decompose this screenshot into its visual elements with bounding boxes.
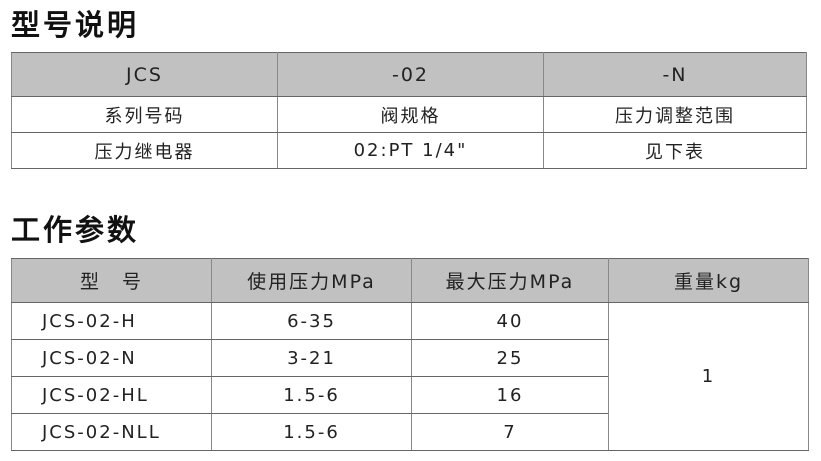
table-cell: 压力调整范围 [543, 96, 807, 133]
header-cell: 最大压力MPa [411, 258, 609, 303]
table-row: JCS-02-HL 1.5-6 16 [11, 376, 809, 414]
header-cell: JCS [11, 52, 278, 97]
model-cell: JCS-02-HL [11, 376, 212, 414]
header-cell: 重量kg [608, 258, 809, 303]
table-cell: 见下表 [543, 132, 807, 169]
header-cell: -02 [277, 52, 544, 97]
working-pressure-cell: 1.5-6 [211, 376, 412, 414]
table-cell: 阀规格 [277, 96, 544, 133]
model-code-table: JCS -02 -N 系列号码 阀规格 压力调整范围 压力继电器 02:PT 1… [11, 52, 807, 169]
table-row: JCS-02-NLL 1.5-6 7 [11, 413, 809, 451]
max-pressure-cell: 40 [411, 302, 609, 340]
table-row: JCS-02-H 6-35 40 1 [11, 302, 809, 451]
table-cell: 压力继电器 [11, 132, 278, 169]
table-row: JCS-02-N 3-21 25 [11, 339, 809, 377]
working-pressure-cell: 6-35 [211, 302, 412, 340]
working-pressure-cell: 1.5-6 [211, 413, 412, 451]
table-row: 系列号码 阀规格 压力调整范围 [11, 96, 807, 133]
table-row: 压力继电器 02:PT 1/4" 见下表 [11, 132, 807, 169]
header-cell: -N [543, 52, 807, 97]
header-cell: 型 号 [11, 258, 212, 303]
weight-cell: 1 [608, 302, 809, 451]
table-cell: 02:PT 1/4" [277, 132, 544, 169]
model-cell: JCS-02-NLL [11, 413, 212, 451]
max-pressure-cell: 25 [411, 339, 609, 377]
table-header-row: JCS -02 -N [11, 52, 807, 97]
table-header-row: 型 号 使用压力MPa 最大压力MPa 重量kg [11, 258, 809, 303]
model-cell: JCS-02-H [11, 302, 212, 340]
working-pressure-cell: 3-21 [211, 339, 412, 377]
header-cell: 使用压力MPa [211, 258, 412, 303]
table-cell: 系列号码 [11, 96, 278, 133]
max-pressure-cell: 7 [411, 413, 609, 451]
parameters-table: 型 号 使用压力MPa 最大压力MPa 重量kg JCS-02-H 6-35 4… [11, 258, 809, 451]
max-pressure-cell: 16 [411, 376, 609, 414]
model-cell: JCS-02-N [11, 339, 212, 377]
model-section-title: 型号说明 [11, 8, 140, 42]
params-section-title: 工作参数 [11, 213, 140, 247]
